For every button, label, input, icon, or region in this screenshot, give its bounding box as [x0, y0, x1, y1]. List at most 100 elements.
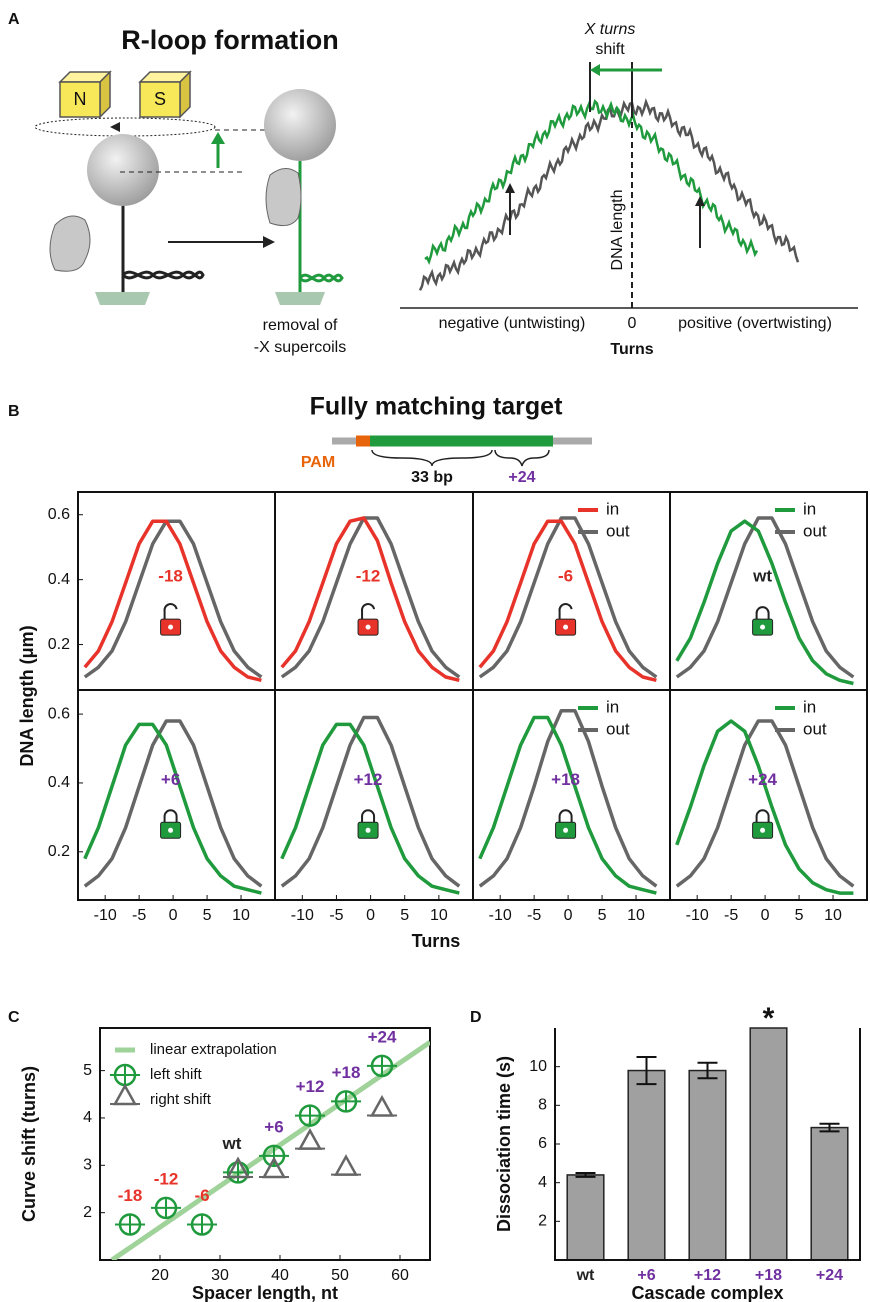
- curve: [478, 715, 657, 895]
- point: [367, 1054, 397, 1078]
- point: [223, 1156, 253, 1179]
- magnet-label: S: [154, 89, 166, 109]
- y-tick-label: 8: [538, 1097, 547, 1114]
- x-axis-label: Cascade complex: [631, 1283, 783, 1302]
- point-label: +6: [264, 1117, 283, 1136]
- shift-arrow-head: [211, 132, 225, 144]
- legend-swatch: [110, 1063, 140, 1087]
- plot-frame: [669, 491, 868, 691]
- annotation: +12: [354, 770, 383, 789]
- x-tick-label: 5: [203, 907, 212, 924]
- bar: [749, 1027, 788, 1261]
- extension-label: +24: [508, 469, 535, 486]
- arrow-head: [505, 183, 515, 193]
- cascade: [49, 215, 91, 272]
- marker-shape: [297, 1128, 323, 1150]
- x-tick-label: wt: [576, 1267, 595, 1284]
- x-tick-label: -5: [329, 907, 343, 924]
- shift-arrow-head: [590, 64, 600, 76]
- lock-shackle: [163, 809, 178, 823]
- x-tick-label: 5: [400, 907, 409, 924]
- panel-letter: D: [470, 1009, 482, 1026]
- legend-label: left shift: [150, 1066, 203, 1083]
- x-tick-label: +12: [694, 1267, 721, 1284]
- x-tick-label: +18: [755, 1267, 782, 1284]
- curve: [83, 519, 263, 679]
- x-tick-label: 0: [564, 907, 573, 924]
- y-tick-label: 0.2: [48, 843, 70, 860]
- lock-hole: [563, 827, 569, 833]
- annotation: +18: [551, 770, 580, 789]
- legend-label: out: [803, 719, 827, 738]
- surface: [95, 292, 150, 305]
- brace: [494, 449, 550, 467]
- lock-hole: [168, 624, 174, 630]
- fit-line: [110, 1040, 430, 1260]
- y-tick-label: 0.2: [48, 636, 70, 653]
- y-tick-label: 10: [529, 1058, 547, 1075]
- bar: [566, 1174, 605, 1261]
- axis-text: positive (overtwisting): [678, 315, 832, 332]
- lock-hole: [760, 827, 766, 833]
- lock-hole: [168, 827, 174, 833]
- cascade: [265, 168, 302, 227]
- curve: [675, 516, 855, 679]
- curve: [83, 719, 263, 888]
- point: [223, 1161, 253, 1184]
- x-tick-label: 10: [627, 907, 645, 924]
- panel-letter: B: [8, 403, 20, 420]
- lock-hole: [365, 827, 371, 833]
- axis-text: 0: [628, 315, 637, 332]
- error-bar: [636, 1056, 657, 1086]
- lock-shackle: [361, 603, 376, 620]
- y-tick-label: 6: [538, 1135, 547, 1152]
- point-label: +18: [332, 1063, 361, 1082]
- x-tick-label: 0: [761, 907, 770, 924]
- arrow-head: [695, 196, 705, 206]
- point-label: -18: [118, 1186, 143, 1205]
- y-tick-label: 4: [538, 1174, 547, 1191]
- y-tick-label: 0.6: [48, 705, 70, 722]
- annotation: -6: [558, 567, 573, 586]
- bead: [264, 89, 336, 161]
- lock-hole: [563, 624, 569, 630]
- curve: [675, 719, 855, 888]
- legend-label: in: [606, 697, 619, 716]
- x-tick-label: 30: [211, 1267, 229, 1284]
- annotation: -12: [356, 567, 381, 586]
- y-tick-label: 4: [83, 1109, 92, 1126]
- magnet-label: N: [74, 89, 87, 109]
- lock-shackle: [755, 606, 770, 620]
- x-tick-label: -5: [724, 907, 738, 924]
- curve: [478, 519, 657, 683]
- point: [295, 1104, 325, 1127]
- marker-shape: [112, 1083, 138, 1106]
- supercoils: [298, 273, 344, 283]
- x-tick-label: +6: [637, 1267, 655, 1284]
- curve: [280, 516, 461, 679]
- error-bar: [697, 1061, 718, 1080]
- y-axis-label: DNA length (μm): [17, 625, 37, 766]
- lock-shackle: [558, 603, 573, 620]
- curve: [83, 519, 262, 683]
- point: [295, 1128, 325, 1150]
- bead: [87, 134, 159, 206]
- curve: [280, 722, 460, 895]
- supercoils: [121, 270, 205, 280]
- legend-label: linear extrapolation: [150, 1041, 277, 1058]
- point: [367, 1094, 397, 1117]
- bar: [688, 1069, 727, 1261]
- bar-annotation: *: [763, 1002, 775, 1035]
- point-label: -6: [194, 1186, 209, 1205]
- plot-frame: [472, 491, 671, 691]
- x-tick-label: 0: [169, 907, 178, 924]
- lock-hole: [365, 624, 371, 630]
- bar: [810, 1126, 849, 1261]
- x-tick-label: 5: [598, 907, 607, 924]
- axis-label: DNA length: [609, 190, 626, 271]
- panel-title: Fully matching target: [310, 393, 563, 421]
- rotation-ellipse: [34, 117, 216, 137]
- curve: [280, 715, 461, 888]
- caption: removal of: [263, 317, 338, 334]
- shift-label: X turns: [584, 21, 636, 38]
